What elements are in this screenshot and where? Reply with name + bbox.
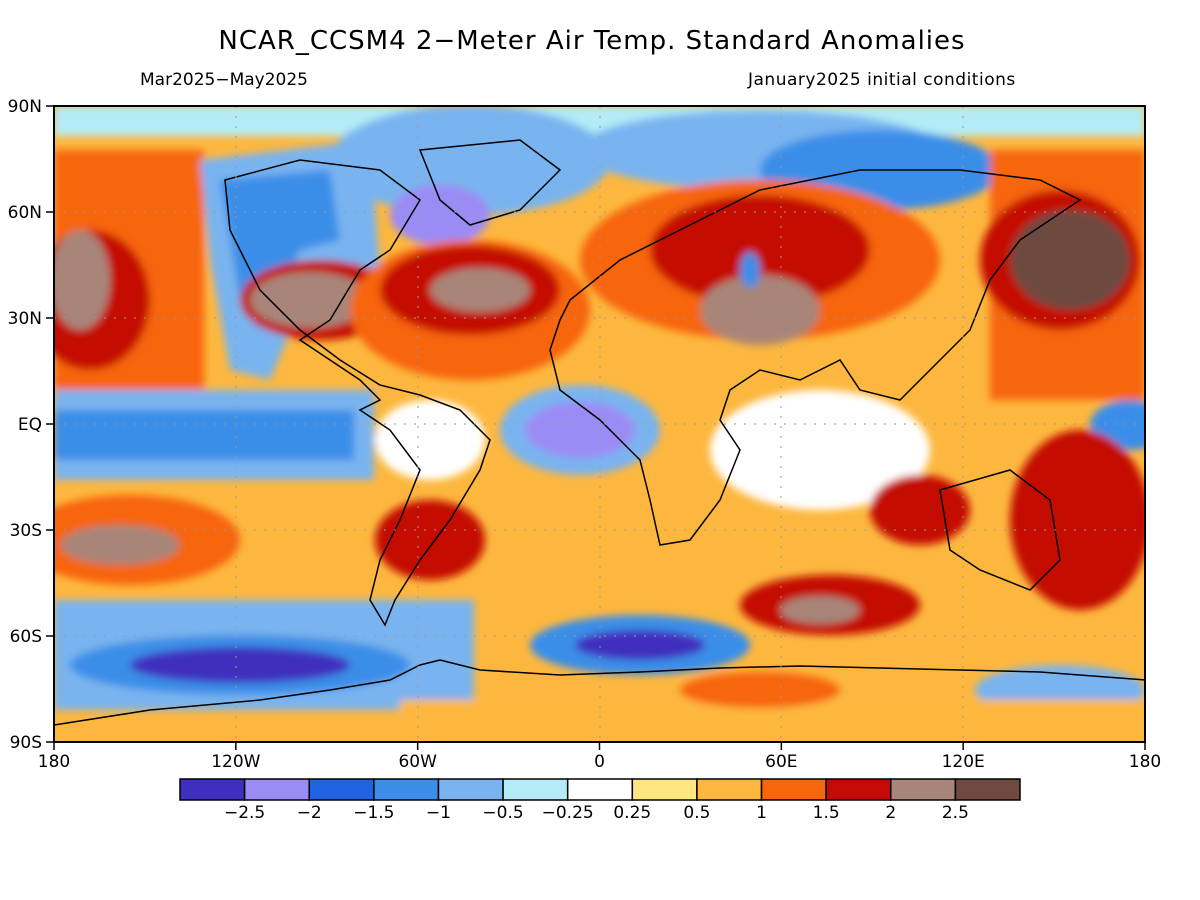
greenland-cool: [330, 106, 610, 215]
coastlines: [54, 139, 1145, 726]
colorbar-swatch: [437, 778, 504, 801]
lat-label: 60N: [8, 203, 42, 223]
colorbar-label: −2.5: [224, 803, 265, 823]
lon-label: 180: [1129, 752, 1161, 772]
lat-label: EQ: [18, 415, 42, 435]
colorbar-swatch: [954, 778, 1021, 801]
colorbar-label: −1.5: [353, 803, 394, 823]
colorbar-label: 1: [756, 803, 767, 823]
colorbar-label: 0.25: [613, 803, 651, 823]
colorbar-swatch: [502, 778, 569, 801]
colorbar-swatch: [760, 778, 827, 801]
colorbar-swatch: [825, 778, 892, 801]
colorbar-swatch: [566, 778, 634, 801]
initial-conditions-label: January2025 initial conditions: [748, 70, 1016, 90]
colorbar-label: −0.25: [542, 803, 594, 823]
colorbar-label: −2: [297, 803, 322, 823]
colorbar-swatch: [890, 778, 957, 801]
gulf-of-guinea-cool: [525, 402, 635, 458]
lon-label: 0: [594, 752, 605, 772]
lat-label: 90N: [8, 97, 42, 117]
colorbar-label: −0.5: [482, 803, 523, 823]
lat-label: 30N: [8, 309, 42, 329]
colorbar-label: 2.5: [942, 803, 969, 823]
colorbar-swatch: [308, 778, 375, 801]
arctic-band: [54, 106, 1145, 136]
lon-label: 120E: [942, 752, 985, 772]
map-title: NCAR_CCSM4 2−Meter Air Temp. Standard An…: [218, 26, 966, 56]
colorbar-label: 0.5: [683, 803, 710, 823]
anomaly-field: [54, 106, 1145, 742]
usa-brown: [250, 272, 370, 328]
lon-label: 60W: [398, 752, 437, 772]
season-label: Mar2025−May2025: [140, 70, 308, 90]
colorbar-label: −1: [426, 803, 451, 823]
colorbar: −2.5 −2 −1.5 −1 −0.5 −0.25 0.25 0.5 1 1.5 2 2.5: [179, 778, 1021, 823]
lon-label: 60E: [765, 752, 797, 772]
graticule: [54, 106, 1145, 742]
colorbar-swatch: [243, 778, 310, 801]
lat-label: 90S: [10, 733, 42, 753]
colorbar-label: 1.5: [813, 803, 840, 823]
lon-label: 120W: [211, 752, 260, 772]
labrador-cool: [390, 185, 490, 245]
equatorial-pacific-cool: [54, 410, 354, 460]
colorbar-swatch: [373, 778, 440, 801]
lon-label: 180: [38, 752, 70, 772]
southern-ocean-cool: [130, 647, 350, 683]
lat-label: 30S: [10, 521, 42, 541]
east-asia-brown: [1010, 210, 1130, 310]
colorbar-swatch: [179, 778, 246, 801]
lat-label: 60S: [10, 627, 42, 647]
colorbar-swatch: [696, 778, 763, 801]
latitude-axis: 90N 60N 30N EQ 30S 60S 90S: [8, 97, 54, 753]
colorbar-swatch: [631, 778, 698, 801]
longitude-axis: 180 120W 60W 0 60E 120E 180: [38, 742, 1161, 772]
colorbar-label: 2: [885, 803, 896, 823]
